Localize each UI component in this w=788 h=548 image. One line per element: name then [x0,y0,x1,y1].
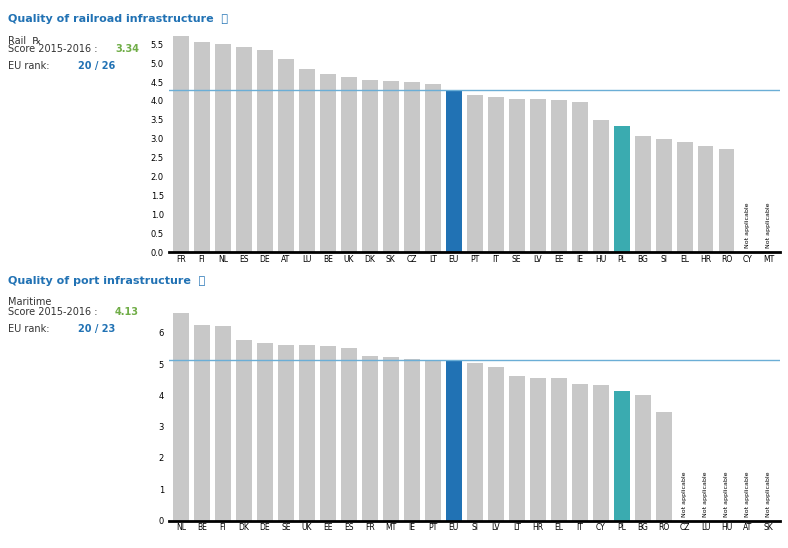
Bar [635,395,651,521]
Text: Not applicable: Not applicable [703,471,708,517]
Text: Rail  ℞: Rail ℞ [8,36,41,45]
Bar [530,99,545,252]
Bar [614,391,630,521]
Bar [635,136,651,252]
Text: EU rank:: EU rank: [8,61,53,71]
Text: Not applicable: Not applicable [745,202,750,248]
Bar [320,73,336,252]
Bar [488,367,504,521]
Bar [446,360,462,521]
Bar [656,412,671,521]
Text: 4.13: 4.13 [115,307,139,317]
Bar [446,90,462,252]
Bar [278,345,294,521]
Bar [509,99,525,252]
Bar [278,59,294,252]
Bar [362,356,377,521]
Bar [341,348,357,521]
Bar [509,376,525,521]
Bar [341,77,357,252]
Bar [467,363,482,521]
Bar [593,120,608,252]
Bar [404,359,420,521]
Bar [572,384,588,521]
Bar [404,82,420,252]
Bar [215,44,231,252]
Text: Maritime: Maritime [8,297,51,307]
Bar [383,357,399,521]
Text: Not applicable: Not applicable [682,471,687,517]
Bar [215,326,231,521]
Text: Not applicable: Not applicable [724,471,729,517]
Text: EU rank:: EU rank: [8,324,53,334]
Bar [677,142,693,252]
Bar [551,100,567,252]
Text: Quality of port infrastructure  ⓘ: Quality of port infrastructure ⓘ [8,276,205,286]
Bar [593,385,608,521]
Bar [362,80,377,252]
Bar [656,139,671,252]
Text: Quality of railroad infrastructure  ⓘ: Quality of railroad infrastructure ⓘ [8,14,228,24]
Text: Score 2015-2016 :: Score 2015-2016 : [8,44,101,54]
Bar [697,146,713,252]
Bar [488,97,504,252]
Bar [236,340,252,521]
Bar [551,378,567,521]
Bar [173,36,189,252]
Bar [299,69,314,252]
Text: Not applicable: Not applicable [745,471,750,517]
Text: Not applicable: Not applicable [766,202,771,248]
Bar [425,83,440,252]
Bar [320,346,336,521]
Bar [530,378,545,521]
Bar [194,42,210,252]
Bar [257,50,273,252]
Bar [467,95,482,252]
Text: Score 2015-2016 :: Score 2015-2016 : [8,307,101,317]
Bar [614,126,630,252]
Bar [236,47,252,252]
Text: 3.34: 3.34 [115,44,139,54]
Bar [257,344,273,521]
Text: 20 / 23: 20 / 23 [78,324,115,334]
Bar [299,345,314,521]
Bar [173,313,189,521]
Bar [383,81,399,252]
Bar [194,325,210,521]
Text: 20 / 26: 20 / 26 [78,61,115,71]
Bar [572,102,588,252]
Bar [425,360,440,521]
Text: Not applicable: Not applicable [766,471,771,517]
Bar [719,149,734,252]
